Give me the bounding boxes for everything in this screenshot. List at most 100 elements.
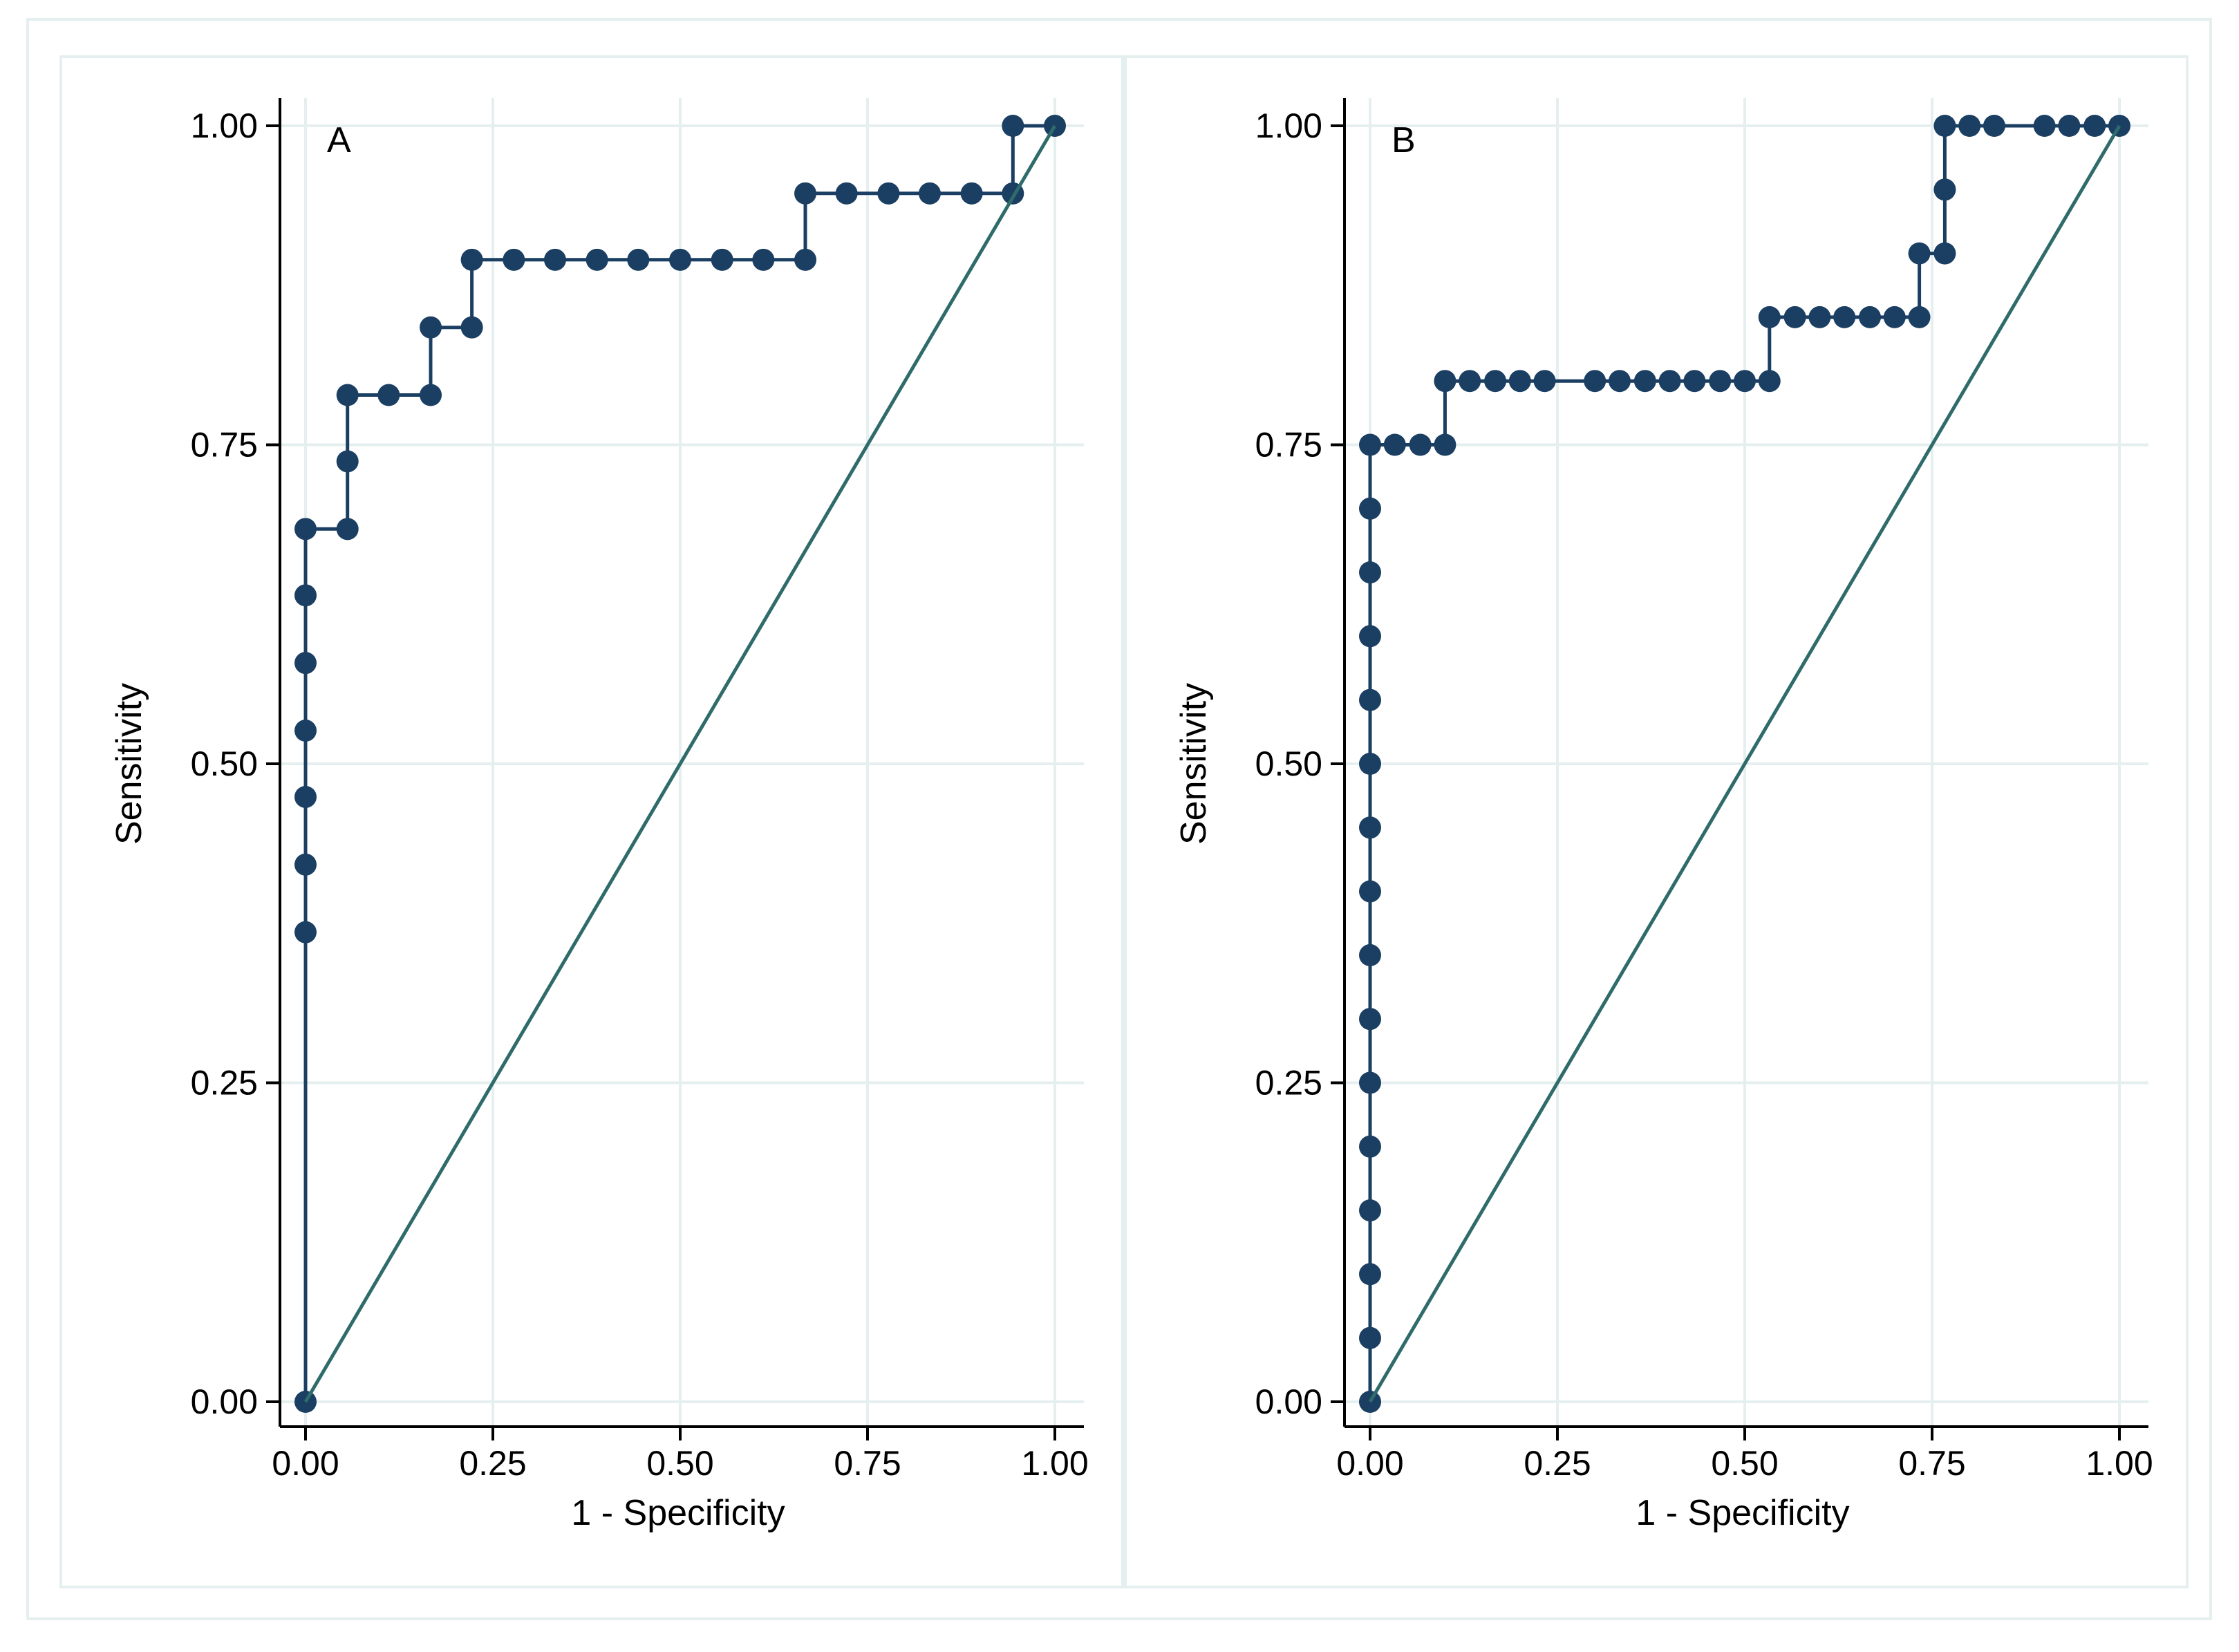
roc-point-9 — [1359, 816, 1381, 839]
roc-point-20 — [669, 248, 691, 271]
roc-point-9 — [336, 450, 359, 473]
roc-point-31 — [1758, 370, 1781, 393]
panel-label: B — [1392, 120, 1416, 160]
x-axis-title: 1 - Specificity — [571, 1493, 785, 1533]
roc-point-29 — [1709, 370, 1732, 393]
roc-point-30 — [1734, 370, 1756, 393]
roc-point-20 — [1459, 370, 1481, 393]
roc-point-1 — [1359, 1326, 1381, 1349]
roc-point-10 — [336, 384, 359, 406]
x-axis-title: 1 - Specificity — [1636, 1493, 1849, 1533]
roc-point-5 — [1359, 1071, 1381, 1094]
roc-point-46 — [2058, 115, 2081, 137]
roc-point-22 — [1508, 370, 1531, 393]
roc-point-17 — [543, 248, 566, 271]
x-tick-label-1: 0.25 — [459, 1444, 526, 1483]
roc-point-40 — [1933, 242, 1956, 265]
roc-point-44 — [1983, 115, 2005, 137]
roc-point-18 — [1434, 433, 1456, 456]
roc-point-28 — [1683, 370, 1706, 393]
x-tick-label-4: 1.00 — [1021, 1444, 1088, 1483]
roc-point-1 — [294, 921, 317, 944]
roc-point-26 — [1633, 370, 1656, 393]
reference-line — [303, 124, 1057, 1403]
roc-point-17 — [1409, 433, 1432, 456]
roc-point-26 — [877, 182, 900, 205]
roc-point-27 — [1658, 370, 1681, 393]
roc-point-41 — [1933, 178, 1956, 201]
roc-point-3 — [1359, 1199, 1381, 1222]
roc-point-4 — [1359, 1135, 1381, 1158]
roc-point-43 — [1958, 115, 1981, 137]
roc-point-7 — [1359, 944, 1381, 966]
roc-point-36 — [1859, 306, 1882, 328]
figure-frame — [26, 18, 2212, 1620]
roc-point-8 — [336, 518, 359, 541]
roc-point-7 — [294, 518, 317, 541]
y-tick-label-1: 0.25 — [191, 1064, 258, 1102]
roc-point-35 — [1833, 306, 1856, 328]
roc-point-23 — [1533, 370, 1556, 393]
roc-point-30 — [1002, 115, 1024, 137]
roc-point-19 — [627, 248, 650, 271]
roc-point-25 — [1608, 370, 1631, 393]
roc-point-24 — [1584, 370, 1606, 393]
y-tick-label-1: 0.25 — [1255, 1064, 1322, 1102]
roc-point-2 — [294, 853, 317, 876]
chart-panel-b: 0.00 0.25 0.50 0.75 1.00 0.00 0.25 0.50 0.75 1.00… — [1124, 55, 2189, 1588]
roc-point-14 — [460, 316, 483, 339]
roc-point-39 — [1908, 242, 1931, 265]
roc-point-22 — [752, 248, 775, 271]
roc-point-33 — [1783, 306, 1806, 328]
y-tick-label-2: 0.50 — [1255, 744, 1322, 783]
x-tick-label-3: 0.75 — [1898, 1444, 1965, 1483]
roc-point-28 — [960, 182, 983, 205]
roc-point-6 — [294, 584, 317, 607]
x-tick-label-1: 0.25 — [1524, 1444, 1591, 1483]
roc-point-4 — [294, 720, 317, 742]
y-axis-title: Sensitivity — [109, 683, 149, 845]
x-tick-label-0: 0.00 — [272, 1444, 339, 1483]
roc-point-34 — [1808, 306, 1831, 328]
y-tick-label-4: 1.00 — [191, 106, 258, 145]
roc-point-16 — [503, 248, 525, 271]
roc-point-16 — [1383, 433, 1406, 456]
y-tick-label-4: 1.00 — [1255, 106, 1322, 145]
roc-point-11 — [377, 384, 400, 406]
roc-point-11 — [1359, 688, 1381, 711]
roc-chart-a: 0.00 0.25 0.50 0.75 1.00 0.00 0.25 0.50 0.75 1.00… — [109, 98, 1089, 1533]
roc-point-25 — [835, 182, 858, 205]
roc-point-14 — [1359, 497, 1381, 520]
roc-point-13 — [420, 316, 442, 339]
y-tick-label-3: 0.75 — [1255, 426, 1322, 464]
x-tick-label-2: 0.50 — [1711, 1444, 1778, 1483]
roc-point-21 — [711, 248, 733, 271]
chart-panel-a: 0.00 0.25 0.50 0.75 1.00 0.00 0.25 0.50 0.75 1.00… — [59, 55, 1124, 1588]
roc-point-32 — [1758, 306, 1781, 328]
roc-point-24 — [794, 182, 817, 205]
roc-point-15 — [460, 248, 483, 271]
roc-point-15 — [1359, 433, 1381, 456]
roc-point-23 — [794, 248, 817, 271]
roc-point-19 — [1434, 370, 1456, 393]
x-tick-label-0: 0.00 — [1336, 1444, 1403, 1483]
x-tick-label-4: 1.00 — [2086, 1444, 2153, 1483]
panel-label: A — [327, 120, 351, 160]
roc-point-37 — [1883, 306, 1906, 328]
y-tick-label-3: 0.75 — [191, 426, 258, 464]
roc-point-42 — [1933, 115, 1956, 137]
roc-point-2 — [1359, 1263, 1381, 1286]
y-axis-title: Sensitivity — [1174, 683, 1214, 845]
roc-point-10 — [1359, 753, 1381, 775]
y-tick-label-0: 0.00 — [191, 1382, 258, 1421]
roc-point-21 — [1484, 370, 1507, 393]
roc-point-38 — [1908, 306, 1931, 328]
y-tick-label-2: 0.50 — [191, 744, 258, 783]
roc-point-27 — [918, 182, 941, 205]
reference-line — [1368, 124, 2121, 1403]
roc-point-18 — [585, 248, 608, 271]
roc-point-3 — [294, 785, 317, 808]
roc-point-47 — [2083, 115, 2106, 137]
y-tick-label-0: 0.00 — [1255, 1382, 1322, 1421]
roc-point-45 — [2033, 115, 2056, 137]
